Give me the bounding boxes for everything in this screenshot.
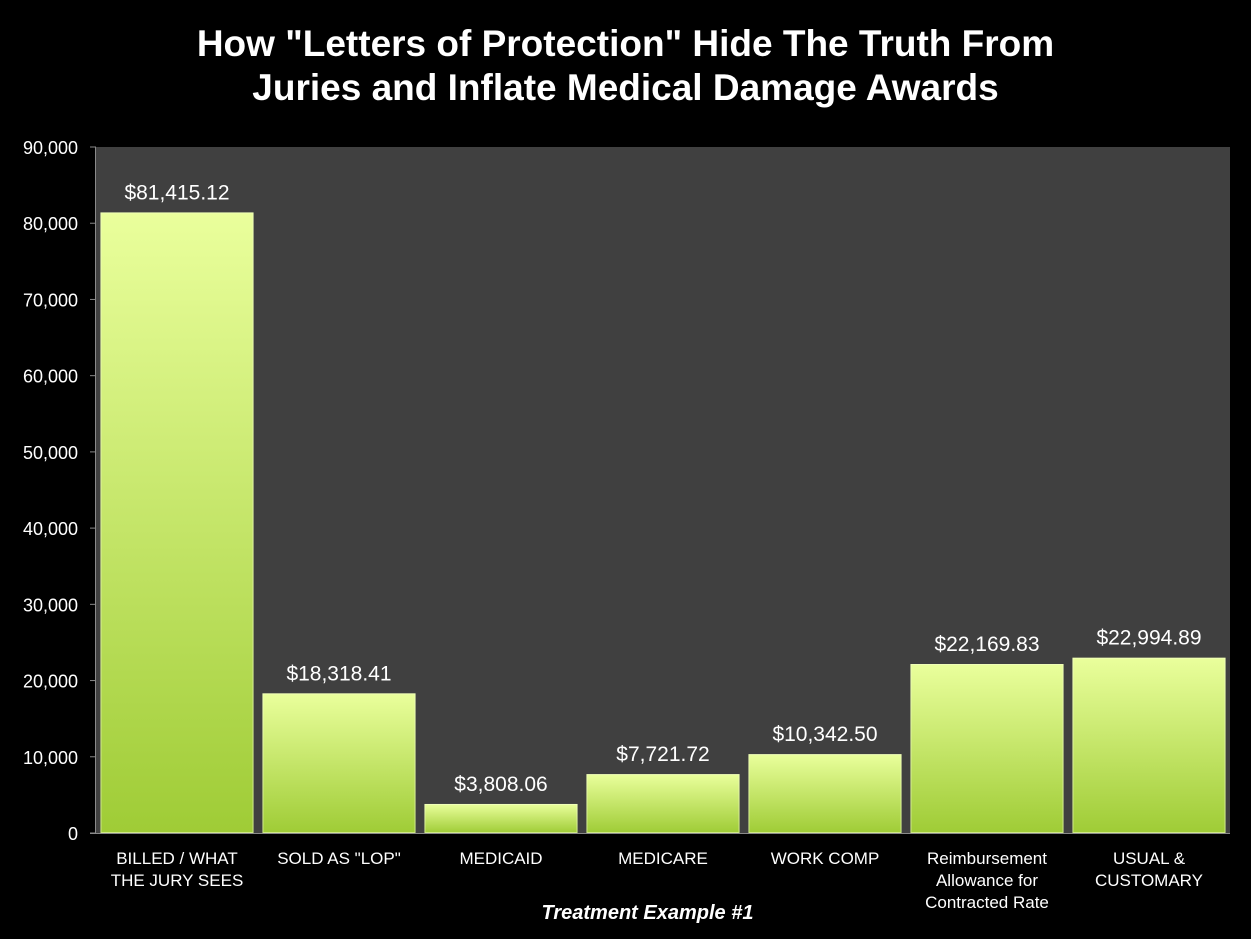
bar: [748, 754, 902, 833]
chart-title-line-1: How "Letters of Protection" Hide The Tru…: [196, 23, 1055, 64]
bar: [1072, 657, 1226, 833]
category-label: BILLED / WHAT: [116, 849, 238, 868]
y-tick-label: 20,000: [23, 672, 78, 692]
y-tick-label: 60,000: [23, 367, 78, 387]
category-label: USUAL &: [1113, 849, 1186, 868]
bar-highlight: [748, 754, 902, 834]
data-label: $22,169.83: [934, 633, 1039, 656]
category-label: THE JURY SEES: [111, 871, 244, 890]
category-label: Allowance for: [936, 871, 1038, 890]
y-axis: 0 10,000 20,000 30,000 40,000 50,000 60,000 70,…: [23, 138, 1230, 844]
category-label: Reimbursement: [927, 849, 1047, 868]
y-tick-label: 50,000: [23, 443, 78, 463]
data-label: $18,318.41: [286, 662, 391, 685]
category-label: MEDICARE: [618, 849, 708, 868]
x-axis: BILLED / WHAT THE JURY SEES SOLD AS "LOP" M…: [111, 849, 1203, 912]
y-tick-label: 0: [68, 824, 78, 844]
y-tick-label: 90,000: [23, 138, 78, 158]
chart-title-line-2: Juries and Inflate Medical Damage Awards: [252, 67, 999, 108]
bar-highlight: [586, 774, 740, 833]
bar: [586, 774, 740, 833]
y-tick-label: 30,000: [23, 595, 78, 615]
bar: [424, 803, 578, 833]
y-tick-label: 40,000: [23, 519, 78, 539]
data-label: $22,994.89: [1096, 627, 1201, 650]
data-label: $10,342.50: [772, 723, 877, 746]
y-tick-label: 10,000: [23, 748, 78, 768]
category-label: Contracted Rate: [925, 893, 1049, 912]
data-label: $7,721.72: [616, 743, 709, 766]
bar: [100, 212, 254, 834]
category-label: SOLD AS "LOP": [277, 849, 401, 868]
y-tick-label: 70,000: [23, 290, 78, 310]
bar: [910, 664, 1064, 833]
bar-highlight: [424, 803, 578, 833]
bar-highlight: [1072, 657, 1226, 833]
x-axis-title: Treatment Example #1: [541, 902, 754, 924]
bars: [100, 212, 1226, 834]
category-label: WORK COMP: [771, 849, 880, 868]
data-labels: $81,415.12 $18,318.41 $3,808.06 $7,721.72 $1…: [124, 181, 1201, 796]
bar-highlight: [262, 693, 416, 833]
bar-highlight: [100, 212, 254, 834]
data-label: $81,415.12: [124, 181, 229, 204]
bar-highlight: [910, 664, 1064, 833]
data-label: $3,808.06: [454, 773, 547, 796]
bar: [262, 693, 416, 833]
category-label: CUSTOMARY: [1095, 871, 1203, 890]
chart-title: How "Letters of Protection" Hide The Tru…: [0, 22, 1251, 110]
y-tick-label: 80,000: [23, 214, 78, 234]
category-label: MEDICAID: [459, 849, 542, 868]
